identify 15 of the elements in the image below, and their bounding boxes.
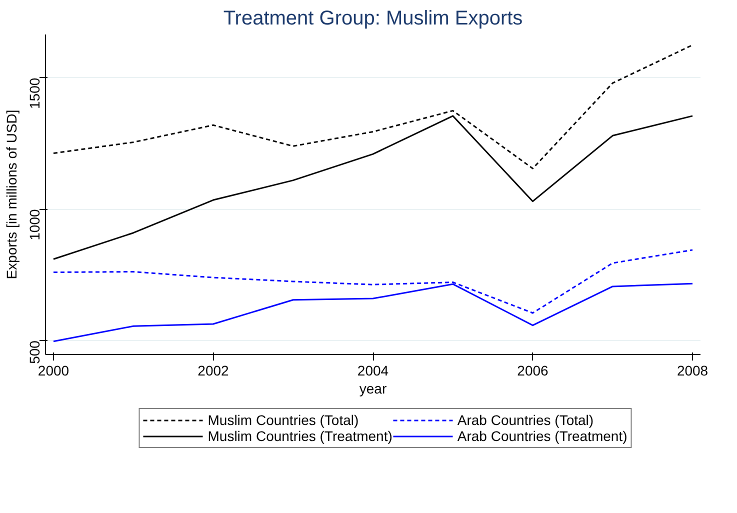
y-axis-title: Exports [in millions of USD] (4, 110, 20, 280)
y-tick-label: 1000 (26, 209, 42, 240)
x-tick-label: 2002 (198, 362, 230, 378)
legend-label: Muslim Countries (Treatment) (208, 428, 392, 444)
x-tick-label: 2004 (357, 362, 389, 378)
legend-label: Arab Countries (Treatment) (457, 428, 628, 444)
y-tick-label: 1500 (26, 78, 42, 109)
x-tick-label: 2000 (38, 362, 70, 378)
x-axis-title: year (359, 380, 387, 396)
x-tick-label: 2006 (517, 362, 549, 378)
x-tick-label: 2008 (676, 362, 708, 378)
y-tick-label: 500 (26, 340, 42, 364)
legend-label: Arab Countries (Total) (457, 412, 594, 428)
chart-title: Treatment Group: Muslim Exports (223, 8, 523, 30)
legend-label: Muslim Countries (Total) (208, 412, 359, 428)
